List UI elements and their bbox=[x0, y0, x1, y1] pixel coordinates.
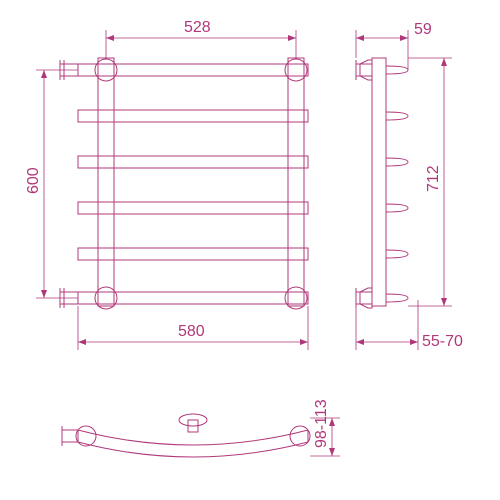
dim-side-depth: 55-70 bbox=[422, 333, 463, 350]
dim-height-left: 600 bbox=[25, 167, 42, 194]
dim-top-side: 59 bbox=[414, 21, 432, 38]
dim-top-inner: 528 bbox=[184, 19, 211, 36]
dimensions: 528 59 580 55-70 600 712 98-113 bbox=[25, 19, 463, 456]
side-view bbox=[356, 58, 408, 308]
front-view bbox=[60, 58, 308, 309]
dim-bottom-width: 580 bbox=[178, 323, 205, 340]
bottom-view bbox=[62, 414, 310, 457]
dim-curve-height: 98-113 bbox=[313, 399, 330, 448]
dim-height-right: 712 bbox=[425, 165, 442, 192]
